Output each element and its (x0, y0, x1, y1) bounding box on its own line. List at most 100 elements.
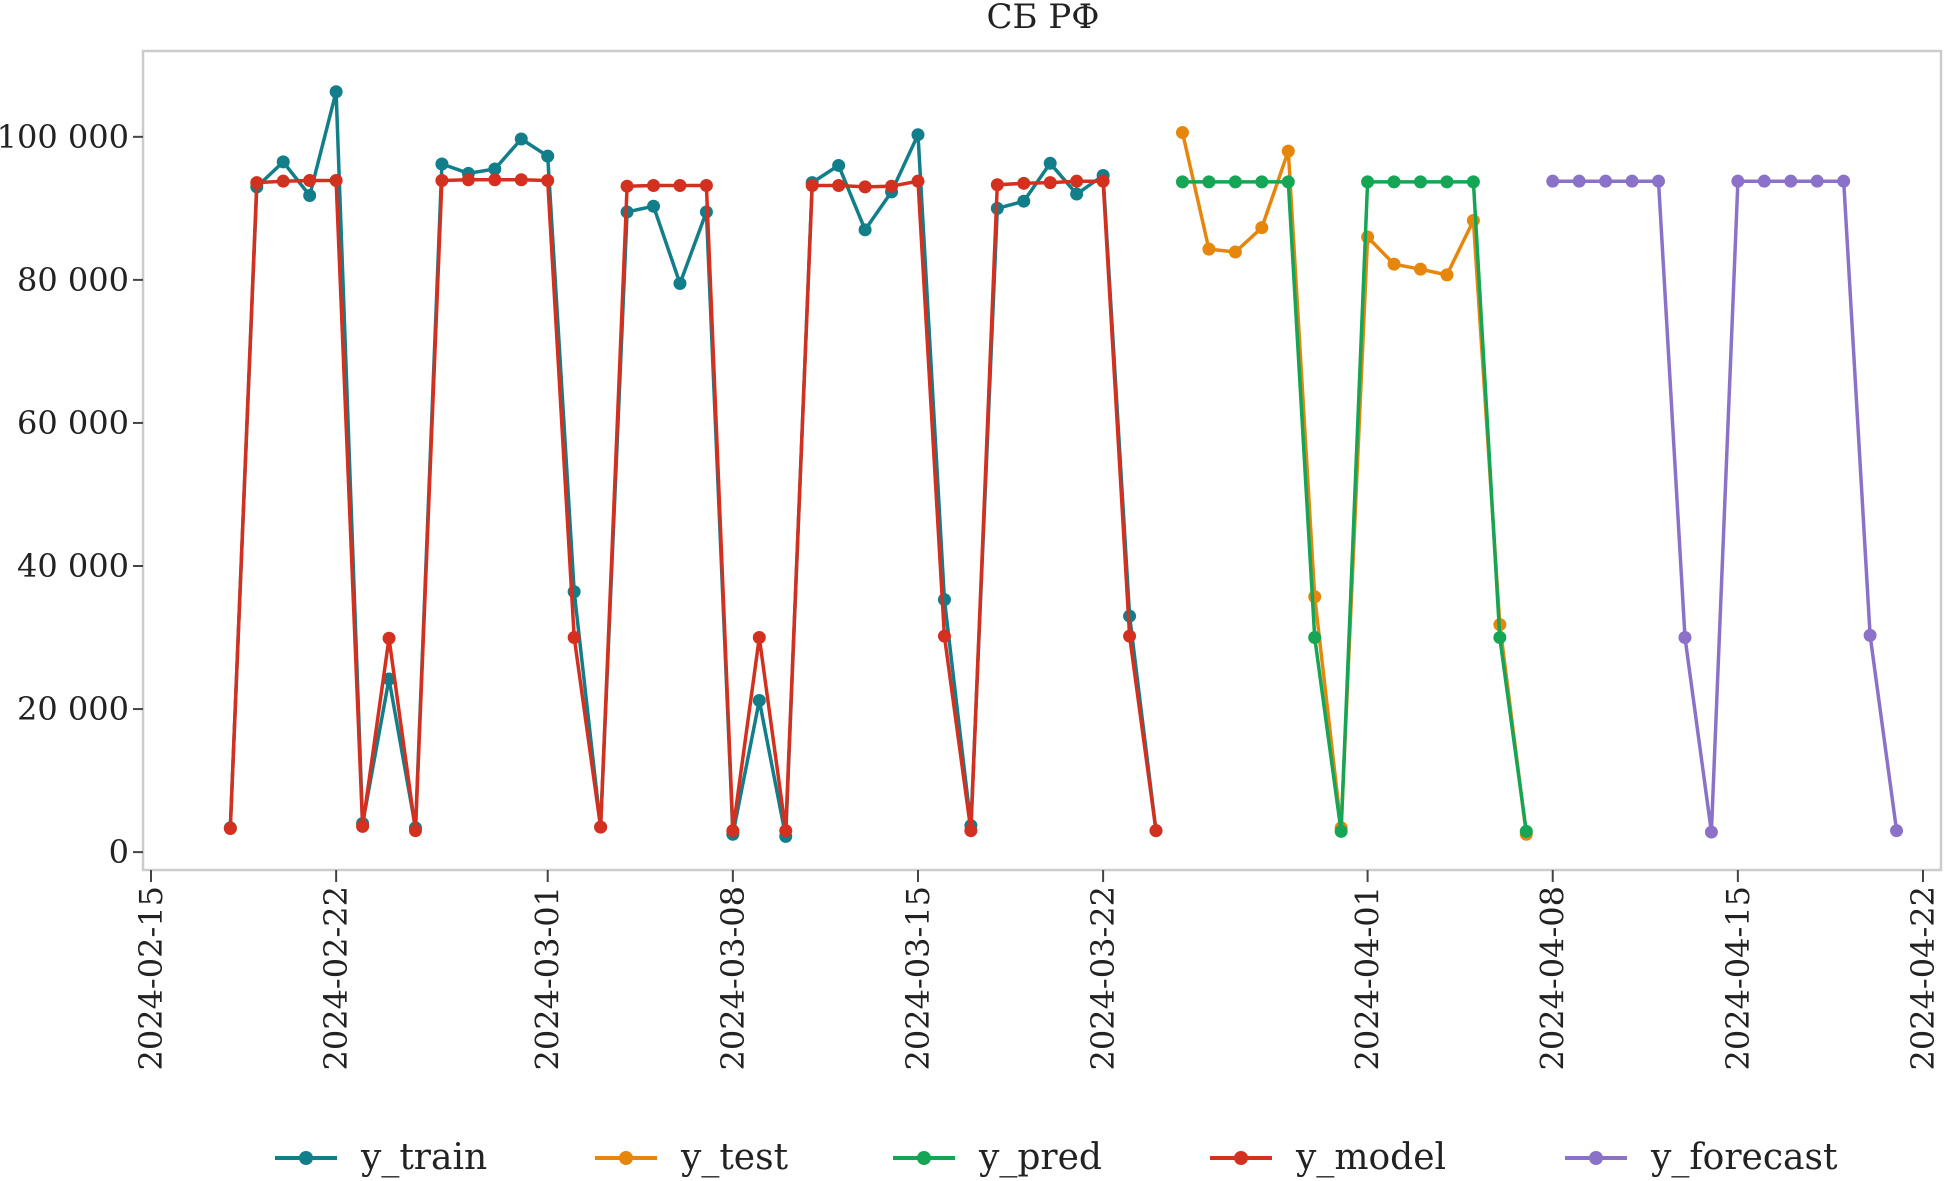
data-point-y_pred (1413, 175, 1427, 189)
data-point-y_test (1281, 144, 1295, 158)
data-point-y_model (779, 824, 793, 838)
data-point-y_model (832, 178, 846, 192)
data-point-y_pred (1387, 175, 1401, 189)
data-point-y_pred (1361, 175, 1375, 189)
data-point-y_train (276, 155, 290, 169)
legend-item-y_test: y_test (595, 1137, 789, 1178)
series-line-y_pred (1182, 180, 1529, 834)
y-tick-label: 0 (109, 833, 129, 871)
data-point-y_pred (1228, 175, 1242, 189)
data-point-y_train (832, 158, 846, 172)
data-point-y_pred (1493, 631, 1507, 645)
plot-frame (141, 49, 1943, 872)
data-point-y_model (937, 629, 951, 643)
data-point-y_forecast (1572, 174, 1586, 188)
data-point-y_model (435, 173, 449, 187)
x-tick-label: 2024-03-08 (714, 886, 752, 1071)
data-point-y_forecast (1810, 174, 1824, 188)
data-point-y_pred (1202, 175, 1216, 189)
data-point-y_model (1017, 176, 1031, 190)
data-point-y_forecast (1704, 825, 1718, 839)
data-point-y_model (1149, 824, 1163, 838)
data-point-y_train (303, 188, 317, 202)
data-point-y_model (990, 178, 1004, 192)
data-point-y_train (329, 85, 343, 99)
data-point-y_model (964, 824, 978, 838)
data-point-y_forecast (1784, 174, 1798, 188)
data-point-y_model (1070, 174, 1084, 188)
data-point-y_test (1202, 242, 1216, 256)
data-point-y_model (408, 824, 422, 838)
data-point-y_model (620, 179, 634, 193)
data-point-y_model (885, 179, 899, 193)
data-point-y_test (1413, 262, 1427, 276)
x-tick-label: 2024-04-01 (1349, 886, 1387, 1071)
data-point-y_pred (1519, 824, 1533, 838)
data-point-y_forecast (1837, 174, 1851, 188)
data-point-y_forecast (1652, 174, 1666, 188)
data-point-y_model (356, 819, 370, 833)
series-line-y_model (228, 178, 1158, 833)
legend-swatch-marker (299, 1151, 313, 1165)
data-point-y_model (276, 174, 290, 188)
series-layer (223, 85, 1904, 843)
series-y_model (223, 173, 1163, 838)
data-point-y_model (1043, 176, 1057, 190)
data-point-y_forecast (1731, 174, 1745, 188)
legend-label: y_train (360, 1137, 487, 1178)
data-point-y_model (461, 173, 475, 187)
data-point-y_train (673, 276, 687, 290)
series-y_pred (1175, 175, 1533, 838)
legend-label: y_pred (978, 1137, 1102, 1178)
x-tick-label: 2024-02-22 (317, 886, 355, 1071)
data-point-y_pred (1308, 631, 1322, 645)
legend-label: y_forecast (1650, 1137, 1838, 1178)
data-point-y_model (303, 173, 317, 187)
data-point-y_model (805, 178, 819, 192)
legend-swatch-marker (619, 1151, 633, 1165)
data-point-y_train (382, 672, 396, 686)
data-point-y_forecast (1757, 174, 1771, 188)
series-y_train (223, 85, 1163, 843)
data-point-y_pred (1466, 175, 1480, 189)
data-point-y_test (1440, 268, 1454, 282)
data-point-y_test (1387, 257, 1401, 271)
legend-item-y_model: y_model (1210, 1137, 1446, 1178)
data-point-y_test (1255, 221, 1269, 235)
data-point-y_model (647, 178, 661, 192)
data-point-y_pred (1255, 175, 1269, 189)
data-point-y_test (1308, 590, 1322, 604)
data-point-y_model (250, 176, 264, 190)
x-tick-label: 2024-04-08 (1534, 886, 1572, 1071)
x-tick-label: 2024-04-15 (1719, 886, 1757, 1071)
data-point-y_test (1175, 126, 1189, 140)
data-point-y_model (1123, 629, 1137, 643)
y-tick-label: 40 000 (17, 547, 129, 585)
data-point-y_model (726, 824, 740, 838)
legend-swatch-marker (917, 1151, 931, 1165)
chart-title: СБ РФ (987, 0, 1100, 37)
y-tick-label: 60 000 (17, 404, 129, 442)
data-point-y_model (673, 178, 687, 192)
data-point-y_train (488, 162, 502, 176)
data-point-y_forecast (1863, 628, 1877, 642)
series-y_forecast (1546, 174, 1904, 839)
data-point-y_model (858, 180, 872, 194)
x-tick-label: 2024-03-22 (1084, 886, 1122, 1071)
data-point-y_model (752, 631, 766, 645)
data-point-y_train (435, 157, 449, 171)
data-point-y_test (1466, 214, 1480, 228)
data-point-y_train (911, 128, 925, 142)
data-point-y_pred (1281, 175, 1295, 189)
data-point-y_model (911, 174, 925, 188)
y-tick-label: 20 000 (17, 690, 129, 728)
data-point-y_test (1361, 230, 1375, 244)
data-point-y_model (541, 173, 555, 187)
legend-swatch-marker (1234, 1151, 1248, 1165)
data-point-y_train (647, 199, 661, 213)
x-tick-label: 2024-02-15 (132, 886, 170, 1071)
data-point-y_model (514, 173, 528, 187)
data-point-y_pred (1440, 175, 1454, 189)
data-point-y_model (223, 822, 237, 836)
